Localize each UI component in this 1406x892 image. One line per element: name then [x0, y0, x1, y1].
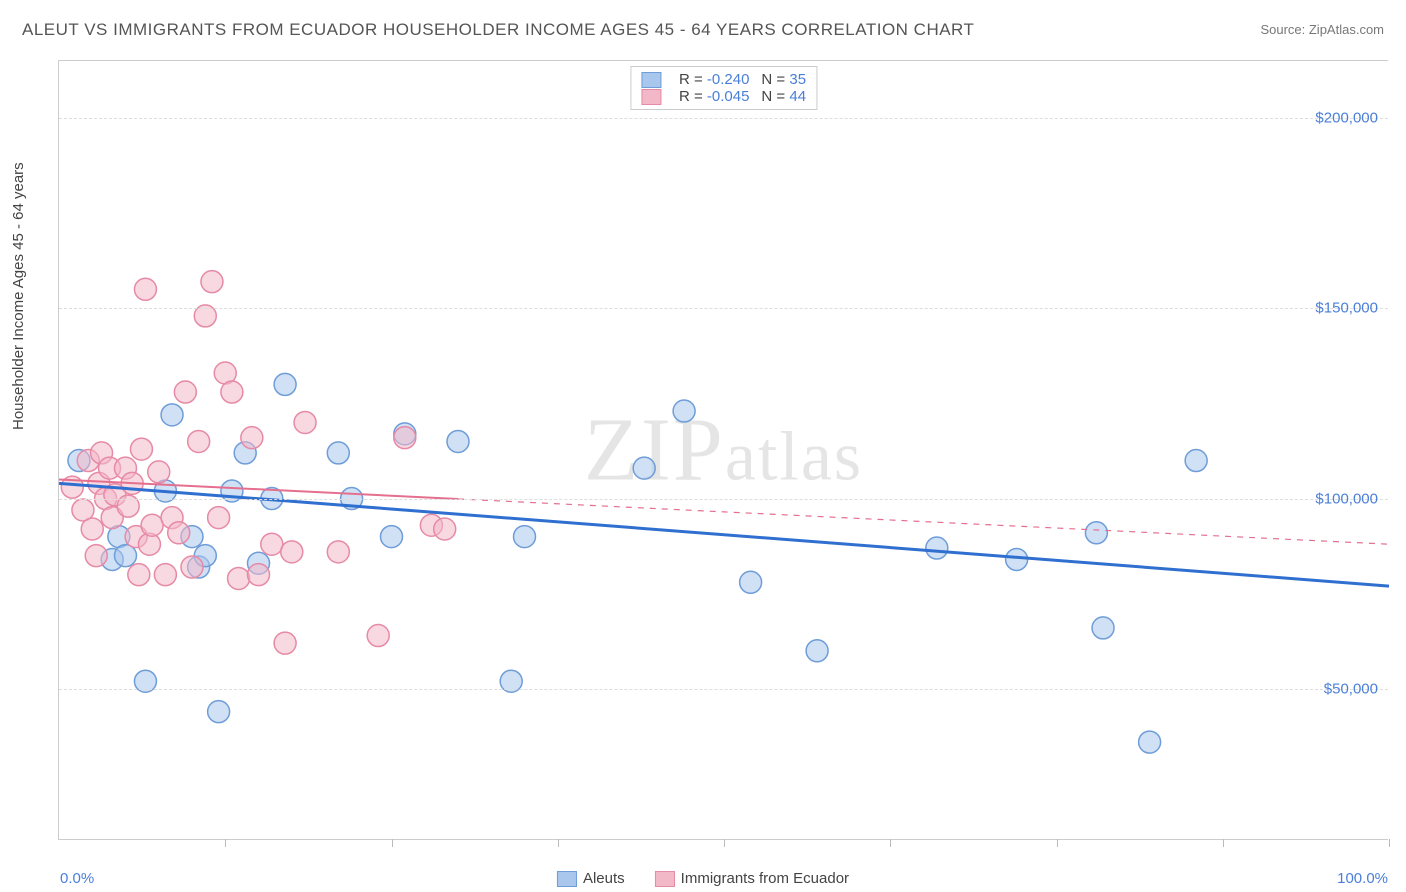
scatter-point	[221, 381, 243, 403]
gridline-horizontal	[59, 118, 1388, 119]
x-tick	[1389, 839, 1390, 847]
scatter-point	[447, 430, 469, 452]
x-axis-min-label: 0.0%	[60, 870, 94, 887]
scatter-point	[1085, 522, 1107, 544]
scatter-point	[367, 625, 389, 647]
scatter-point	[740, 571, 762, 593]
scatter-point	[294, 411, 316, 433]
scatter-point	[806, 640, 828, 662]
scatter-point	[181, 556, 203, 578]
legend-r-label: R = -0.045	[679, 88, 749, 105]
scatter-point	[926, 537, 948, 559]
scatter-point	[201, 271, 223, 293]
scatter-point	[1092, 617, 1114, 639]
scatter-point	[85, 545, 107, 567]
gridline-horizontal	[59, 308, 1388, 309]
x-tick	[225, 839, 226, 847]
scatter-point	[394, 427, 416, 449]
scatter-point	[168, 522, 190, 544]
y-tick-label: $50,000	[1324, 680, 1378, 697]
scatter-point	[130, 438, 152, 460]
scatter-point	[148, 461, 170, 483]
source-label: Source: ZipAtlas.com	[1260, 22, 1384, 37]
legend-row: R = -0.045 N = 44	[641, 88, 806, 105]
chart-title: ALEUT VS IMMIGRANTS FROM ECUADOR HOUSEHO…	[22, 20, 974, 40]
y-tick-label: $150,000	[1315, 300, 1378, 317]
scatter-point	[141, 514, 163, 536]
legend-swatch	[655, 871, 675, 887]
legend-item-label: Immigrants from Ecuador	[681, 870, 849, 887]
legend-item-label: Aleuts	[583, 870, 625, 887]
scatter-point	[248, 564, 270, 586]
scatter-point	[241, 427, 263, 449]
scatter-point	[381, 526, 403, 548]
legend-swatch	[641, 89, 661, 105]
scatter-point	[161, 404, 183, 426]
scatter-point	[274, 632, 296, 654]
scatter-svg	[59, 61, 1388, 839]
scatter-point	[327, 442, 349, 464]
correlation-legend: R = -0.240 N = 35 R = -0.045 N = 44	[630, 66, 817, 110]
scatter-point	[281, 541, 303, 563]
x-tick	[724, 839, 725, 847]
scatter-point	[81, 518, 103, 540]
x-axis-max-label: 100.0%	[1337, 870, 1388, 887]
legend-swatch	[641, 72, 661, 88]
legend-n-label: N = 44	[761, 88, 806, 105]
legend-row: R = -0.240 N = 35	[641, 71, 806, 88]
scatter-point	[188, 430, 210, 452]
scatter-point	[514, 526, 536, 548]
x-tick	[392, 839, 393, 847]
legend-n-label: N = 35	[761, 71, 806, 88]
scatter-point	[154, 564, 176, 586]
scatter-point	[434, 518, 456, 540]
scatter-point	[327, 541, 349, 563]
legend-swatch	[557, 871, 577, 887]
series-legend: Aleuts Immigrants from Ecuador	[557, 870, 849, 887]
x-tick	[1057, 839, 1058, 847]
x-tick	[890, 839, 891, 847]
trendline-dashed	[458, 499, 1389, 544]
y-axis-title: Householder Income Ages 45 - 64 years	[10, 162, 27, 430]
y-tick-label: $200,000	[1315, 110, 1378, 127]
gridline-horizontal	[59, 499, 1388, 500]
scatter-point	[208, 701, 230, 723]
scatter-point	[673, 400, 695, 422]
scatter-point	[1139, 731, 1161, 753]
scatter-point	[134, 278, 156, 300]
x-tick	[558, 839, 559, 847]
scatter-point	[274, 373, 296, 395]
scatter-point	[1185, 450, 1207, 472]
gridline-horizontal	[59, 689, 1388, 690]
scatter-point	[1006, 548, 1028, 570]
scatter-point	[633, 457, 655, 479]
scatter-point	[208, 507, 230, 529]
scatter-point	[228, 567, 250, 589]
scatter-point	[128, 564, 150, 586]
y-tick-label: $100,000	[1315, 490, 1378, 507]
scatter-point	[174, 381, 196, 403]
scatter-point	[261, 533, 283, 555]
x-tick	[1223, 839, 1224, 847]
legend-item: Aleuts	[557, 870, 625, 887]
legend-r-label: R = -0.240	[679, 71, 749, 88]
legend-item: Immigrants from Ecuador	[655, 870, 849, 887]
chart-plot-area: ZIPatlas R = -0.240N = 35R = -0.045N = 4…	[58, 60, 1388, 840]
